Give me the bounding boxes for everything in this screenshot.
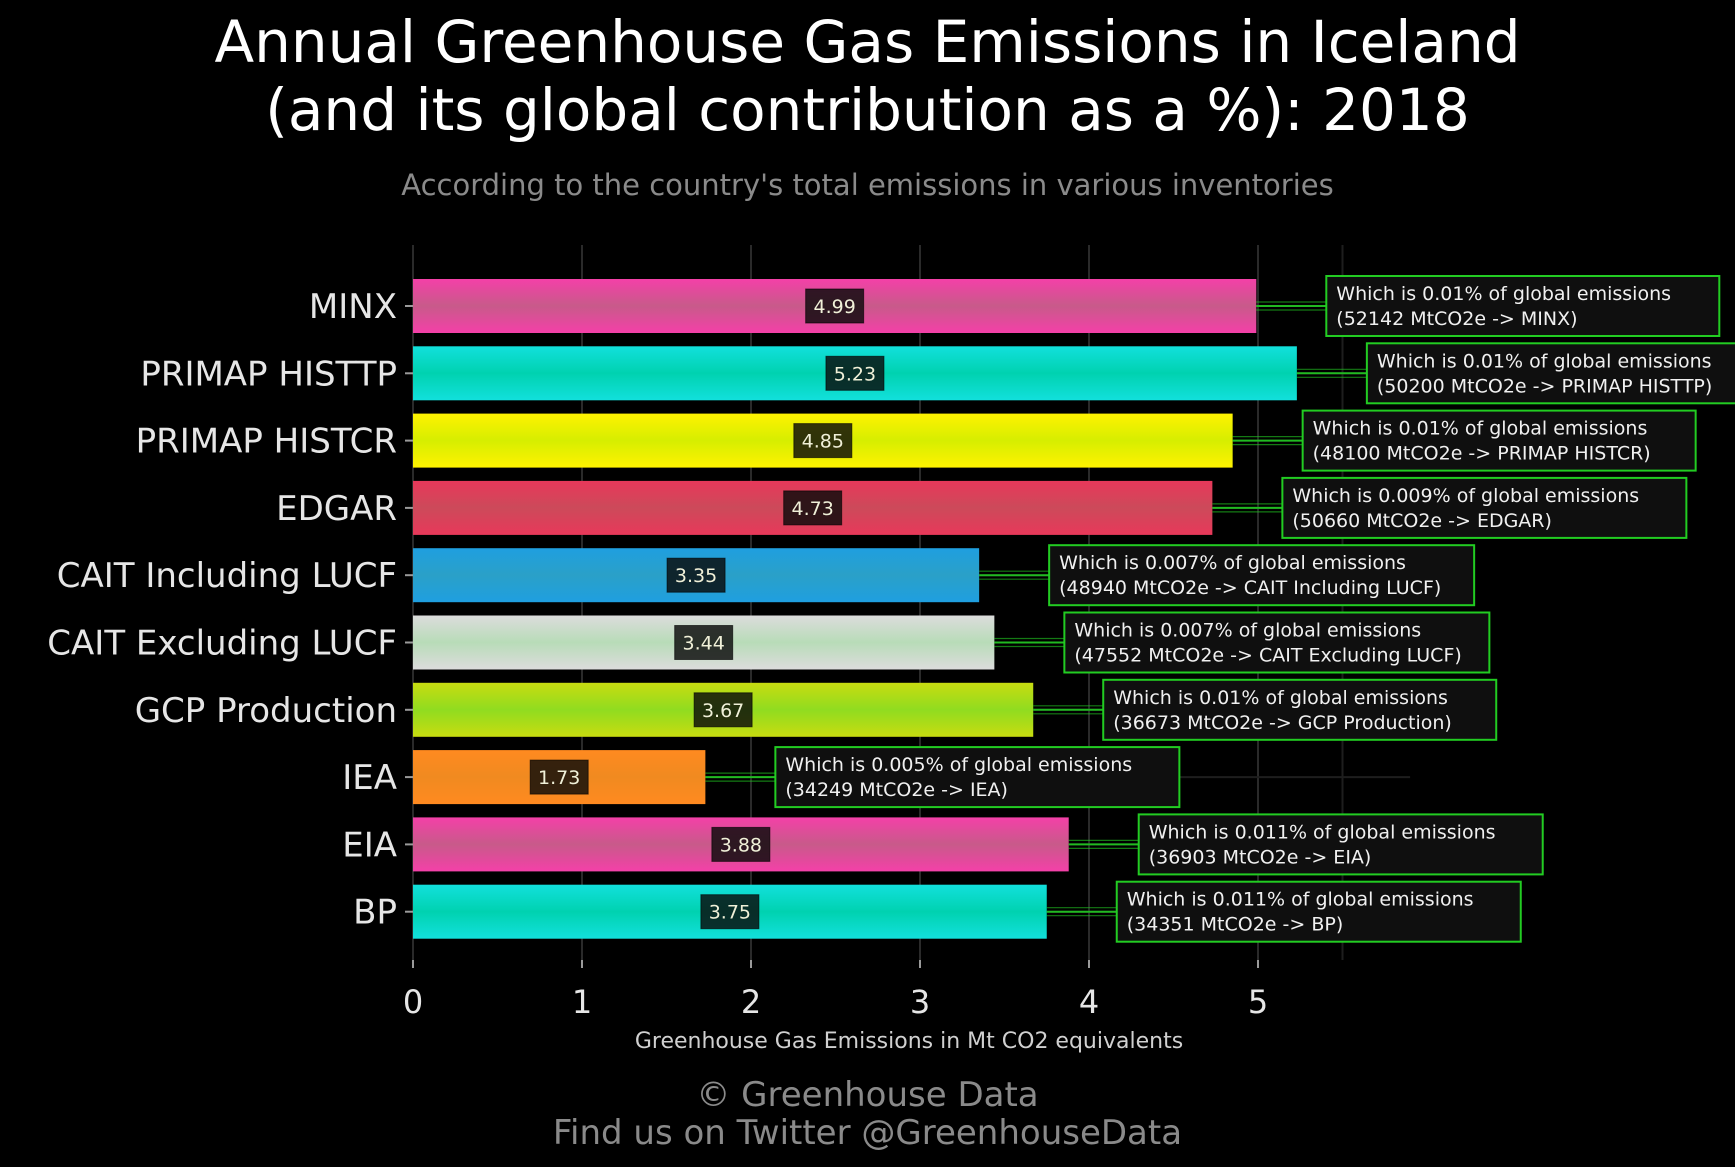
value-label-box xyxy=(693,692,753,728)
annotation-line-1: Which is 0.01% of global emissions xyxy=(1113,687,1448,709)
annotation-box xyxy=(1115,880,1522,943)
annotation-line-2: (50660 MtCO2e -> EDGAR) xyxy=(1292,510,1552,532)
x-tick-label: 5 xyxy=(1248,983,1268,1021)
annotation-line-2: (36903 MtCO2e -> EIA) xyxy=(1149,846,1372,868)
footer-copyright: © Greenhouse Data xyxy=(696,1075,1039,1115)
value-label-box xyxy=(711,826,771,862)
annotation-line-2: (52142 MtCO2e -> MINX) xyxy=(1336,308,1577,330)
value-label: 3.35 xyxy=(675,565,717,587)
x-tick-label: 0 xyxy=(403,983,423,1021)
annotation-box xyxy=(1281,476,1688,539)
value-label: 4.99 xyxy=(813,296,855,318)
category-label: IEA xyxy=(342,758,397,798)
annotation-box xyxy=(1365,342,1735,405)
chart-title-line-1: Annual Greenhouse Gas Emissions in Icela… xyxy=(214,8,1521,76)
value-label: 5.23 xyxy=(834,363,876,385)
x-axis-ticks: 0 1 2 3 4 5 xyxy=(403,305,1268,1021)
x-axis-label: Greenhouse Gas Emissions in Mt CO2 equiv… xyxy=(635,1029,1183,1054)
category-label: CAIT Including LUCF xyxy=(57,556,397,596)
value-label-box xyxy=(700,894,760,930)
annotation-box xyxy=(774,746,1181,809)
chart-title-line-2: (and its global contribution as a %): 20… xyxy=(265,76,1470,144)
annotation-line-1: Which is 0.01% of global emissions xyxy=(1377,350,1712,372)
annotation-line-1: Which is 0.005% of global emissions xyxy=(785,754,1132,776)
value-label-box xyxy=(674,625,734,660)
x-tick-label: 3 xyxy=(910,983,930,1021)
value-label: 4.73 xyxy=(792,498,834,520)
annotation-line-1: Which is 0.011% of global emissions xyxy=(1149,821,1496,843)
x-tick-label: 1 xyxy=(572,983,592,1021)
annotation-line-1: Which is 0.007% of global emissions xyxy=(1059,552,1406,574)
chart-title: Annual Greenhouse Gas Emissions in Icela… xyxy=(0,8,1735,144)
bars: 4.99 Which is 0.01% of global emissions (5… xyxy=(413,275,1735,943)
value-label: 3.88 xyxy=(720,834,762,856)
value-label: 4.85 xyxy=(802,431,844,453)
annotation-box xyxy=(1048,544,1476,607)
category-label: EDGAR xyxy=(276,489,397,529)
value-label: 3.75 xyxy=(709,902,751,924)
category-label: BP xyxy=(353,893,397,933)
category-label: PRIMAP HISTCR xyxy=(136,422,397,462)
value-label-box xyxy=(825,355,885,391)
annotation-line-1: Which is 0.011% of global emissions xyxy=(1127,889,1474,911)
footer-twitter: Find us on Twitter @GreenhouseData xyxy=(552,1113,1183,1153)
annotation-line-2: (34249 MtCO2e -> IEA) xyxy=(785,779,1008,801)
x-tick-label: 2 xyxy=(741,983,761,1021)
value-label: 1.73 xyxy=(538,767,580,789)
annotation-line-2: (36673 MtCO2e -> GCP Production) xyxy=(1113,712,1452,734)
category-label: MINX xyxy=(309,287,397,327)
annotation-box xyxy=(1301,409,1697,472)
annotation-box xyxy=(1137,813,1544,876)
category-label: PRIMAP HISTTP xyxy=(140,354,397,394)
value-label: 3.67 xyxy=(702,700,744,722)
value-label-box xyxy=(529,759,589,795)
chart-subtitle: According to the country's total emissio… xyxy=(401,168,1334,202)
value-label-box xyxy=(805,288,865,324)
annotation-line-2: (50200 MtCO2e -> PRIMAP HISTTP) xyxy=(1377,375,1712,397)
value-label: 3.44 xyxy=(683,633,725,655)
value-label-box xyxy=(793,423,853,459)
annotation-line-1: Which is 0.009% of global emissions xyxy=(1292,485,1639,507)
value-label-box xyxy=(783,490,843,526)
value-label-box xyxy=(666,557,726,593)
annotation-line-1: Which is 0.007% of global emissions xyxy=(1074,620,1421,642)
annotation-line-1: Which is 0.01% of global emissions xyxy=(1313,418,1648,440)
category-label: GCP Production xyxy=(135,691,397,731)
annotation-line-2: (34351 MtCO2e -> BP) xyxy=(1127,914,1344,936)
annotation-line-2: (47552 MtCO2e -> CAIT Excluding LUCF) xyxy=(1074,645,1461,667)
annotation-line-2: (48100 MtCO2e -> PRIMAP HISTCR) xyxy=(1313,443,1651,465)
x-tick-label: 4 xyxy=(1079,983,1099,1021)
category-label: CAIT Excluding LUCF xyxy=(47,624,397,664)
annotation-box xyxy=(1063,611,1491,674)
category-labels: MINX PRIMAP HISTTP PRIMAP HISTCR EDGAR CAIT … xyxy=(47,287,397,933)
annotation-line-2: (48940 MtCO2e -> CAIT Including LUCF) xyxy=(1059,577,1441,599)
annotation-box xyxy=(1102,678,1498,741)
annotation-line-1: Which is 0.01% of global emissions xyxy=(1336,283,1671,305)
category-label: EIA xyxy=(342,825,397,865)
annotation-box xyxy=(1325,275,1721,337)
